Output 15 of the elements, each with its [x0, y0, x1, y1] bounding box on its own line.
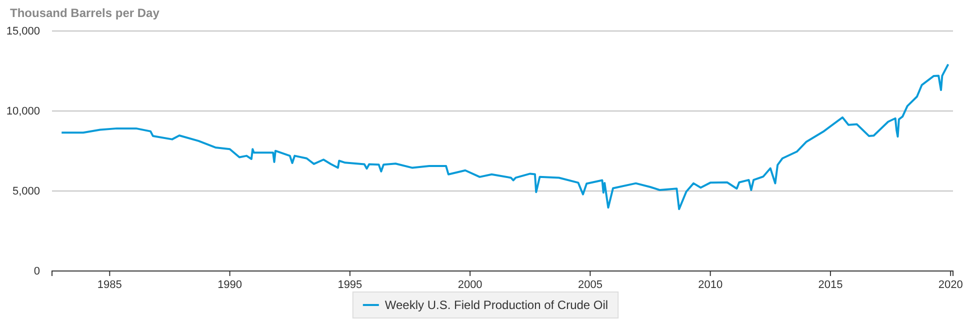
- x-tick-label: 2000: [458, 278, 482, 291]
- x-tick-label: 2010: [698, 278, 723, 291]
- x-tick-label: 2005: [578, 278, 602, 291]
- x-tick-label: 2015: [818, 278, 843, 291]
- x-tick-label: 1985: [97, 278, 122, 291]
- y-tick-label: 0: [34, 266, 40, 278]
- y-tick-label: 15,000: [6, 26, 40, 38]
- y-tick-label: 10,000: [6, 106, 40, 118]
- y-tick-label: 5,000: [12, 186, 40, 198]
- line-series: [60, 63, 950, 210]
- x-tick-label: 2020: [938, 278, 963, 291]
- legend-label: Weekly U.S. Field Production of Crude Oil: [384, 298, 608, 312]
- x-tick-label: 1990: [218, 278, 242, 291]
- x-tick-label: 1995: [338, 278, 362, 291]
- y-axis-title: Thousand Barrels per Day: [10, 6, 160, 20]
